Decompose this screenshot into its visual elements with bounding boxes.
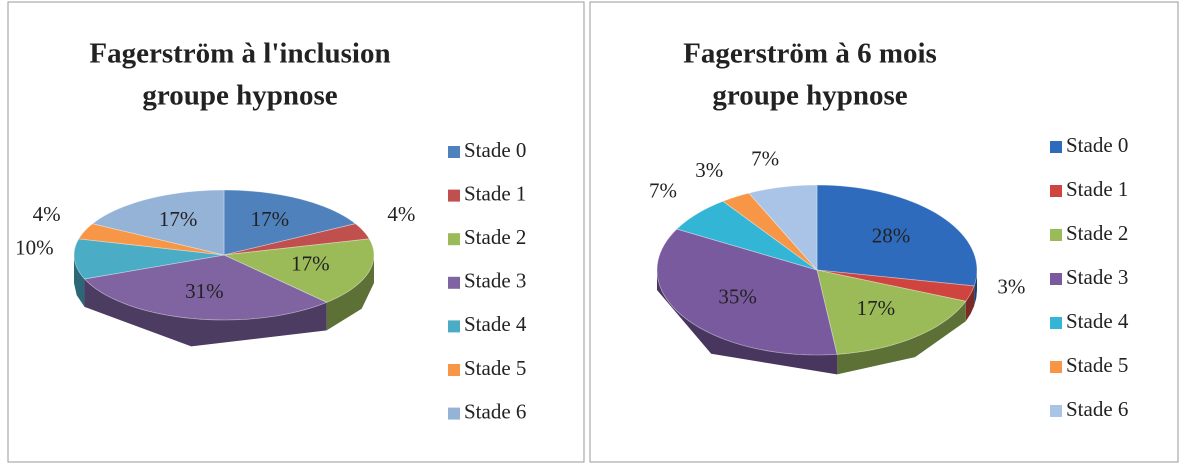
legend-swatch <box>448 233 460 246</box>
slice <box>748 184 818 272</box>
data-label: 3% <box>695 158 723 182</box>
data-label: 35% <box>718 284 757 308</box>
slice <box>675 200 818 271</box>
chart-title: Fagerström à 6 mois <box>683 38 937 70</box>
legend-label: Stade 3 <box>1066 265 1128 289</box>
legend-label: Stade 2 <box>464 225 526 249</box>
legend-label: Stade 3 <box>464 269 526 293</box>
slice <box>222 238 375 303</box>
data-label: 7% <box>649 178 677 202</box>
slice <box>816 269 967 355</box>
data-label: 4% <box>33 202 61 226</box>
chart-title: Fagerström à l'inclusion <box>89 38 390 70</box>
slice-side <box>84 278 327 347</box>
legend-swatch <box>1050 141 1062 153</box>
legend-label: Stade 2 <box>1066 221 1128 245</box>
data-label: 17% <box>251 207 290 231</box>
data-label: 17% <box>159 207 198 231</box>
chart-title: groupe hypnose <box>712 80 907 112</box>
data-label: 4% <box>387 202 415 226</box>
legend-label: Stade 0 <box>1066 133 1128 157</box>
legend-label: Stade 1 <box>1066 177 1128 201</box>
data-label: 31% <box>185 279 224 303</box>
legend-swatch <box>1050 405 1062 417</box>
slice <box>223 189 357 256</box>
data-label: 17% <box>857 296 896 320</box>
legend-label: Stade 6 <box>464 399 526 423</box>
slice-side <box>657 270 838 375</box>
slice-side <box>974 270 977 306</box>
legend-swatch <box>448 364 460 376</box>
legend-swatch <box>1050 361 1062 373</box>
slice <box>656 228 838 356</box>
legend-swatch <box>1050 185 1062 197</box>
legend-label: Stade 5 <box>464 356 526 380</box>
legend-swatch <box>1050 317 1062 329</box>
legend-label: Stade 5 <box>1066 353 1128 377</box>
legend-swatch <box>1050 273 1062 285</box>
legend-swatch <box>448 407 460 420</box>
data-label: 7% <box>751 146 779 170</box>
data-label: 28% <box>872 223 911 247</box>
slice-side <box>326 255 374 331</box>
legend-swatch <box>448 146 460 158</box>
slice <box>78 223 225 256</box>
slice <box>83 254 328 321</box>
slice <box>73 238 225 280</box>
legend-swatch <box>448 320 460 333</box>
data-label: 10% <box>15 236 54 260</box>
data-label: 3% <box>997 274 1025 298</box>
slice-side <box>837 301 966 375</box>
slice <box>91 189 225 256</box>
slice <box>816 184 978 287</box>
chart-title: groupe hypnose <box>142 80 337 112</box>
slice-side <box>74 255 85 307</box>
legend-label: Stade 4 <box>464 312 527 336</box>
legend-swatch <box>1050 229 1062 241</box>
legend-label: Stade 0 <box>464 138 526 162</box>
data-label: 17% <box>291 252 330 276</box>
legend-label: Stade 4 <box>1066 309 1129 333</box>
legend-label: Stade 6 <box>1066 397 1128 421</box>
slice <box>223 223 370 256</box>
legend-swatch <box>448 189 460 202</box>
slice-side <box>965 285 975 322</box>
legend-swatch <box>448 276 460 289</box>
legend-label: Stade 1 <box>464 181 526 205</box>
